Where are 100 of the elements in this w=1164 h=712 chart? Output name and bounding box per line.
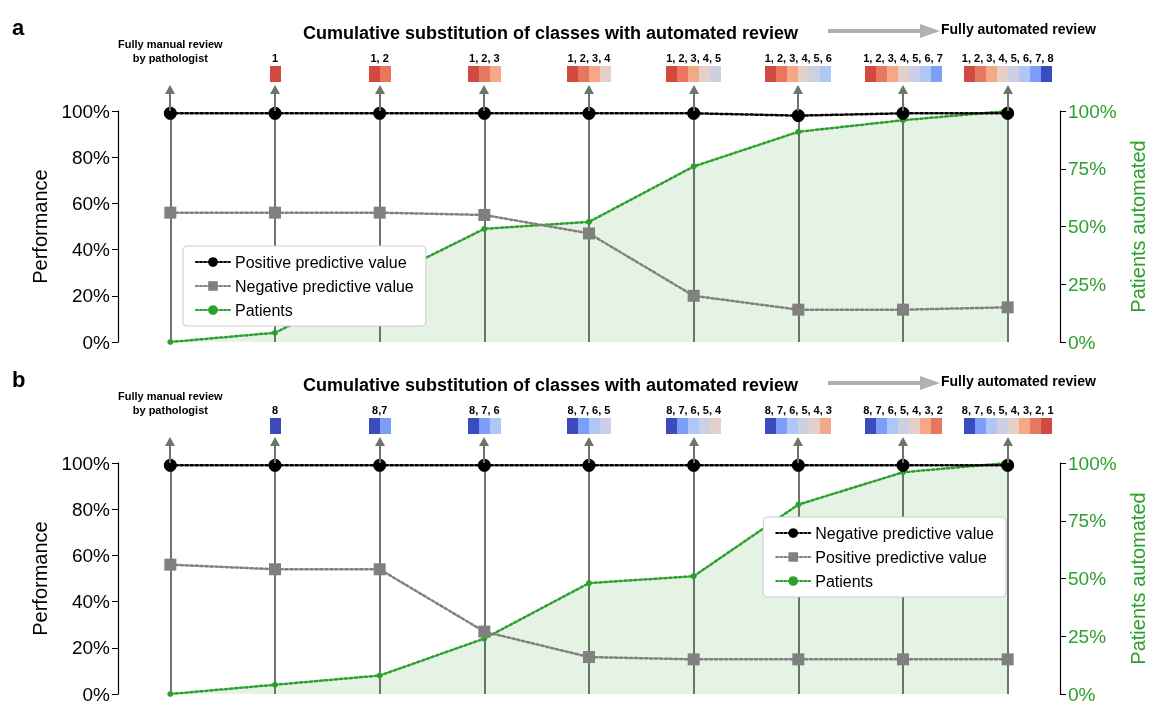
point: [269, 563, 281, 576]
legend-label: Negative predictive value: [235, 277, 414, 295]
y2-tick-label: 75%: [1068, 158, 1107, 180]
y-axis-title: Performance: [29, 169, 51, 284]
text: a: [12, 14, 25, 40]
point: [582, 458, 596, 472]
x-tick-label: 8, 7, 6: [469, 404, 500, 416]
y2-tick-label: 50%: [1068, 568, 1107, 589]
point: [583, 651, 595, 664]
point: [791, 458, 805, 472]
legend-label: Patients: [235, 301, 293, 319]
text: b: [12, 366, 26, 392]
y2-tick-label: 100%: [1068, 100, 1117, 122]
point: [373, 206, 386, 219]
point: [690, 163, 697, 170]
point: [1001, 301, 1014, 314]
point: [897, 303, 909, 316]
point: [164, 558, 177, 571]
point: [792, 303, 805, 316]
point: [478, 208, 491, 221]
point: [272, 681, 278, 688]
y-tick-label: 20%: [71, 637, 111, 659]
point: [477, 106, 491, 120]
x-tick-label: 1, 2, 3, 4, 5, 6: [764, 52, 832, 64]
point: [1001, 653, 1014, 666]
point: [163, 106, 177, 120]
x-tick-label: 8,7: [372, 404, 388, 416]
point: [268, 106, 282, 120]
y-tick-label: 100%: [61, 100, 111, 122]
point: [897, 653, 909, 666]
point: [586, 580, 592, 587]
y-tick-label: 60%: [71, 192, 111, 214]
point: [1001, 458, 1015, 472]
x-tick-label: 1, 2, 3, 4, 5: [666, 52, 722, 64]
point: [269, 206, 281, 219]
point: [373, 563, 386, 576]
point: [687, 289, 700, 302]
y2-tick-label: 25%: [1068, 273, 1107, 295]
point: [167, 339, 174, 345]
text: Fully automated review: [941, 21, 1096, 37]
legend-label: Positive predictive value: [815, 548, 987, 566]
y2-tick-label: 100%: [1068, 452, 1117, 474]
y-tick-label: 0%: [82, 683, 111, 705]
text: Fully automated review: [941, 373, 1096, 389]
point: [586, 218, 592, 225]
x-tick-label: 1, 2: [370, 52, 389, 64]
x-tick-label: 8, 7, 6, 5, 4: [666, 404, 723, 416]
point: [687, 106, 701, 120]
point: [791, 109, 805, 123]
x-tick-label: 1, 2, 3: [469, 52, 500, 64]
legend-label: Positive predictive value: [235, 253, 407, 271]
point: [690, 573, 697, 580]
point: [792, 653, 805, 666]
point: [795, 501, 802, 508]
point: [687, 458, 701, 472]
y-tick-label: 60%: [71, 544, 111, 566]
x-tick-label: 8, 7, 6, 5, 4, 3, 2: [863, 404, 943, 416]
point: [373, 106, 387, 120]
y2-tick-label: 75%: [1068, 510, 1107, 532]
x-tick-label: 8, 7, 6, 5: [567, 404, 611, 416]
point: [582, 106, 596, 120]
y2-tick-label: 0%: [1068, 683, 1096, 705]
y-tick-label: 0%: [82, 331, 111, 353]
point: [687, 653, 700, 666]
x-tick-label: Fully manual review by pathologist: [118, 390, 224, 416]
y-tick-label: 80%: [71, 498, 111, 520]
point: [478, 625, 491, 638]
y-tick-label: 100%: [61, 452, 111, 474]
y2-tick-label: 25%: [1068, 625, 1107, 647]
y-tick-label: 40%: [71, 239, 111, 261]
y-tick-label: 40%: [71, 591, 111, 613]
point: [583, 227, 595, 240]
x-tick-label: Fully manual review by pathologist: [118, 38, 224, 64]
y2-axis-title: Patients automated: [1127, 140, 1149, 313]
point: [167, 691, 174, 697]
x-tick-label: 8, 7, 6, 5, 4, 3, 2, 1: [961, 404, 1054, 416]
legend-label: Negative predictive value: [815, 524, 995, 542]
legend-label: Patients: [815, 572, 874, 590]
x-tick-label: 8, 7, 6, 5, 4, 3: [764, 404, 832, 416]
point: [896, 458, 910, 472]
point: [373, 458, 387, 472]
chart-title: Cumulative substitution of classes with automated review: [303, 375, 800, 395]
x-tick-label: 1: [271, 52, 279, 64]
point: [795, 128, 802, 135]
point: [1001, 106, 1015, 120]
point: [163, 458, 177, 472]
y-tick-label: 20%: [71, 285, 111, 307]
x-tick-label: 8: [271, 404, 279, 416]
y2-axis-title: Patients automated: [1127, 492, 1149, 665]
chart-title: Cumulative substitution of classes with automated review: [303, 23, 800, 43]
point: [896, 106, 910, 120]
point: [481, 225, 488, 232]
y-axis-title: Performance: [29, 521, 51, 636]
x-tick-label: 1, 2, 3, 4, 5, 6, 7: [863, 52, 943, 64]
y2-tick-label: 0%: [1068, 331, 1096, 353]
y2-tick-label: 50%: [1068, 216, 1107, 237]
point: [164, 206, 177, 219]
x-tick-label: 1, 2, 3, 4, 5, 6, 7, 8: [961, 52, 1054, 64]
x-tick-label: 1, 2, 3, 4: [567, 52, 612, 64]
point: [272, 329, 278, 336]
